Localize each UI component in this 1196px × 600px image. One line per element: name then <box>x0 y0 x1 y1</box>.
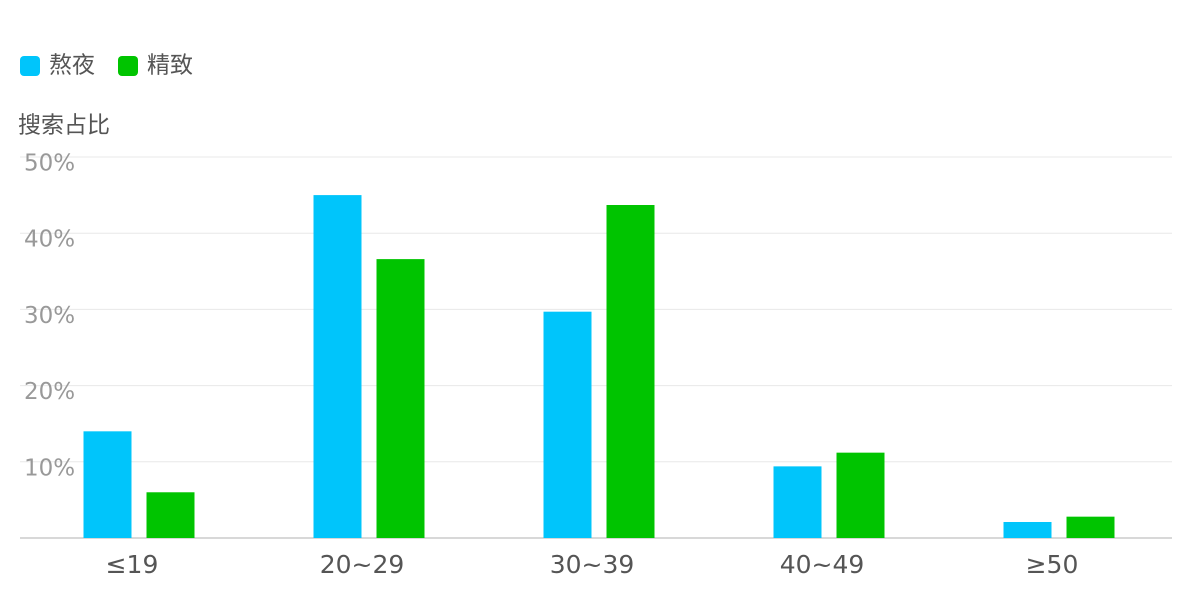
x-tick-label: 20~29 <box>320 550 405 579</box>
bar <box>146 492 195 538</box>
bar <box>773 466 822 538</box>
bar <box>1003 521 1052 538</box>
bar <box>83 431 132 538</box>
y-tick-label: 20% <box>24 379 75 405</box>
bar <box>543 311 592 538</box>
y-tick-label: 30% <box>24 303 75 329</box>
legend-swatch <box>118 56 138 76</box>
y-axis-label: 搜索占比 <box>18 113 110 139</box>
y-tick-label: 50% <box>24 151 75 177</box>
x-tick-label: 40~49 <box>780 550 865 579</box>
bar <box>836 452 885 538</box>
x-tick-label: ≥50 <box>1026 550 1079 579</box>
legend-label: 熬夜 <box>49 53 95 79</box>
bar <box>1066 516 1115 538</box>
bar <box>606 205 655 539</box>
bar <box>376 259 425 538</box>
legend-swatch <box>20 56 40 76</box>
x-tick-label: ≤19 <box>106 550 159 579</box>
y-tick-label: 40% <box>24 227 75 253</box>
bar <box>313 195 362 538</box>
legend-label: 精致 <box>147 53 193 79</box>
x-tick-label: 30~39 <box>550 550 635 579</box>
y-tick-label: 10% <box>24 455 75 481</box>
